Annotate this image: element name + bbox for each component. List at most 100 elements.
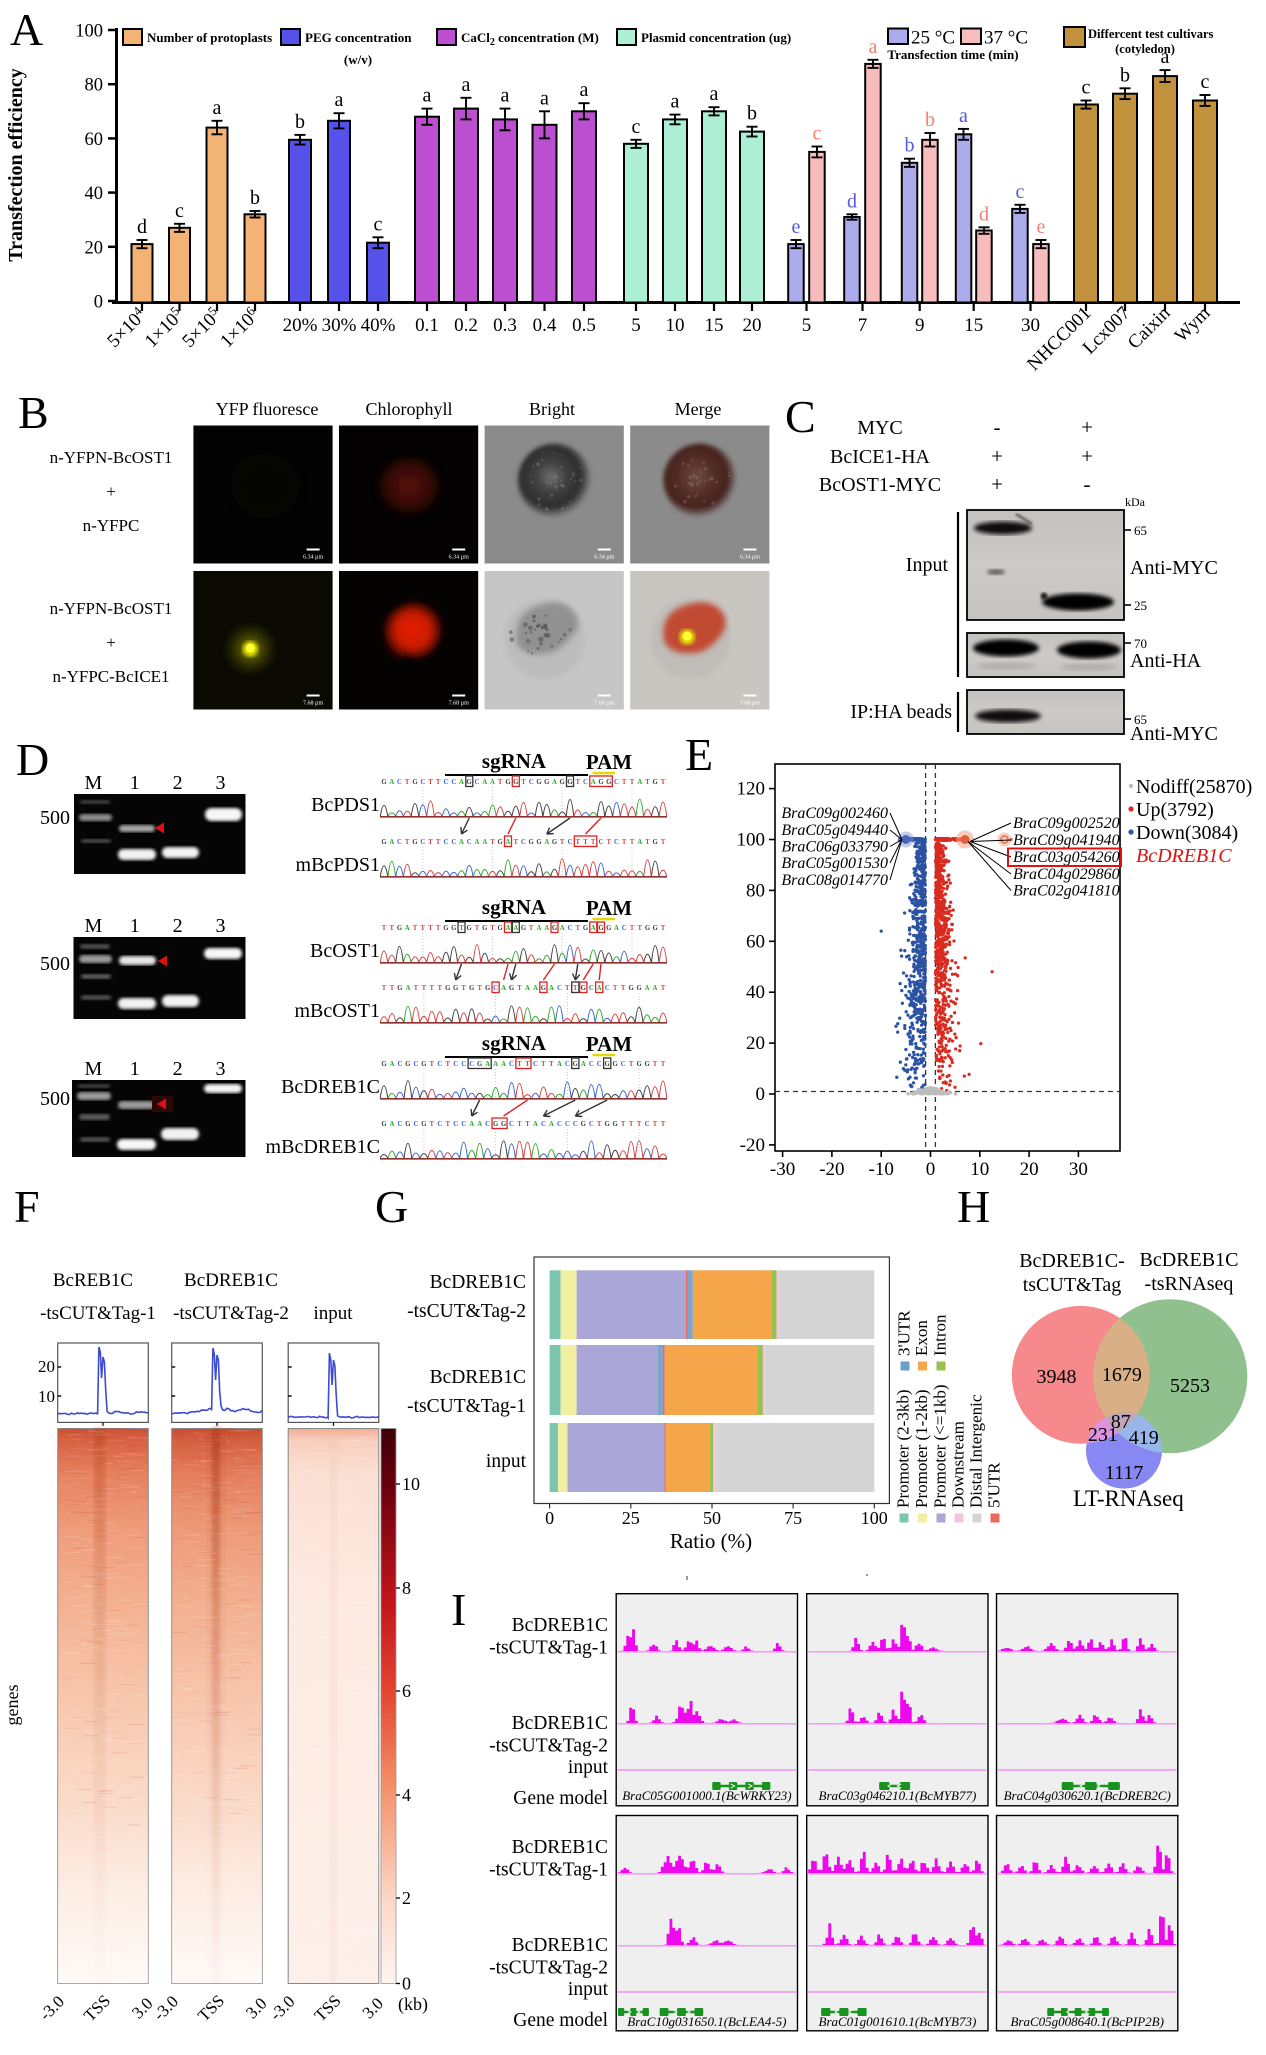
svg-text:BraC04g029860: BraC04g029860 [1013,866,1120,883]
svg-text:T: T [573,985,578,992]
svg-text:d: d [847,190,857,212]
svg-text:500: 500 [40,807,70,829]
svg-text:5: 5 [631,315,641,336]
svg-text:1: 1 [130,772,140,794]
svg-text:25: 25 [1134,598,1147,613]
svg-text:T: T [421,925,426,932]
svg-text:e: e [1037,216,1046,238]
svg-text:C: C [420,839,425,846]
svg-text:-20: -20 [819,1159,844,1180]
svg-text:C: C [589,985,594,992]
svg-text:+: + [1081,415,1093,439]
svg-text:CaCl2 concentration (M): CaCl2 concentration (M) [461,30,599,48]
svg-text:tsCUT&Tag: tsCUT&Tag [1023,1274,1122,1296]
svg-text:C: C [475,779,480,786]
svg-text:M: M [85,772,103,794]
svg-text:A: A [544,839,549,846]
svg-text:T: T [529,925,534,932]
svg-text:C: C [420,779,425,786]
svg-text:IP:HA beads: IP:HA beads [850,701,952,723]
svg-text:231: 231 [1088,1424,1118,1446]
svg-text:A: A [581,1061,586,1068]
svg-text:PAM: PAM [586,1032,632,1056]
svg-text:-20: -20 [740,1135,765,1156]
svg-text:d: d [979,203,989,225]
svg-text:G: G [501,1121,507,1128]
svg-text:A: A [477,1121,482,1128]
svg-text:C: C [397,1061,402,1068]
svg-text:15: 15 [705,315,724,336]
svg-text:BcDREB1C: BcDREB1C [281,1076,380,1098]
svg-text:A: A [637,839,642,846]
svg-text:A: A [653,985,658,992]
svg-text:30: 30 [1069,1159,1088,1180]
svg-text:G: G [606,779,612,786]
svg-text:T: T [630,839,635,846]
svg-text:(w/v): (w/v) [344,52,372,67]
svg-text:G: G [505,779,511,786]
svg-text:G: G [583,925,589,932]
svg-text:C: C [509,1121,514,1128]
svg-text:A: A [591,925,596,932]
svg-text:A: A [10,4,43,55]
svg-text:2: 2 [173,772,183,794]
svg-text:5×104: 5×104 [102,303,151,352]
svg-text:75: 75 [784,1508,802,1528]
svg-text:3948: 3948 [1037,1366,1077,1388]
svg-text:T: T [629,1121,634,1128]
svg-text:10: 10 [402,1474,420,1494]
svg-text:+: + [106,633,116,652]
svg-text:BraC09g002460: BraC09g002460 [781,805,888,822]
svg-text:Plasmid concentration (ug): Plasmid concentration (ug) [641,30,791,45]
svg-text:T: T [382,985,387,992]
svg-text:T: T [521,779,526,786]
svg-text:A: A [537,925,542,932]
svg-text:C: C [493,985,498,992]
svg-text:e: e [792,216,801,238]
svg-text:M: M [85,915,103,937]
svg-text:A: A [405,925,410,932]
svg-text:Down(3084): Down(3084) [1136,822,1238,844]
svg-text:G: G [405,1061,411,1068]
svg-text:BraC05g001530: BraC05g001530 [781,855,888,872]
svg-text:20: 20 [1020,1159,1039,1180]
svg-text:+: + [991,472,1003,496]
svg-text:-3.0: -3.0 [266,1992,298,2024]
svg-text:Gene model: Gene model [513,1788,608,1809]
svg-text:120: 120 [737,779,766,800]
svg-text:C: C [622,925,627,932]
svg-text:500: 500 [40,1088,70,1110]
svg-text:Downstream: Downstream [949,1421,968,1508]
svg-text:G: G [605,1061,611,1068]
svg-text:C: C [451,779,456,786]
svg-text:A: A [485,1061,490,1068]
svg-text:9: 9 [915,315,925,336]
svg-text:T: T [517,1061,522,1068]
svg-text:T: T [405,779,410,786]
svg-text:G: G [613,1121,619,1128]
svg-text:T: T [638,925,643,932]
svg-text:input: input [486,1451,527,1472]
svg-text:6.34 µm: 6.34 µm [303,555,323,561]
svg-text:c: c [1082,77,1091,99]
svg-text:C: C [413,1121,418,1128]
svg-text:BcDREB1C: BcDREB1C [430,1367,526,1388]
svg-text:C: C [645,1121,650,1128]
svg-text:A: A [390,1121,395,1128]
svg-text:30%: 30% [322,315,357,336]
svg-text:a: a [959,105,968,127]
svg-text:T: T [436,839,441,846]
svg-text:G: G [485,985,491,992]
svg-text:T: T [597,1121,602,1128]
svg-text:7.68 µm: 7.68 µm [449,701,469,707]
svg-text:-tsCUT&Tag-2: -tsCUT&Tag-2 [489,1736,608,1757]
svg-text:BraC09g041940: BraC09g041940 [1013,832,1120,849]
svg-text:G: G [536,839,542,846]
svg-text:G: G [482,925,488,932]
svg-text:3: 3 [216,915,226,937]
svg-text:G: G [628,985,634,992]
svg-text:G: G [653,925,659,932]
svg-text:6.34 µm: 6.34 µm [449,555,469,561]
svg-text:60: 60 [746,931,765,952]
svg-text:A: A [482,839,487,846]
